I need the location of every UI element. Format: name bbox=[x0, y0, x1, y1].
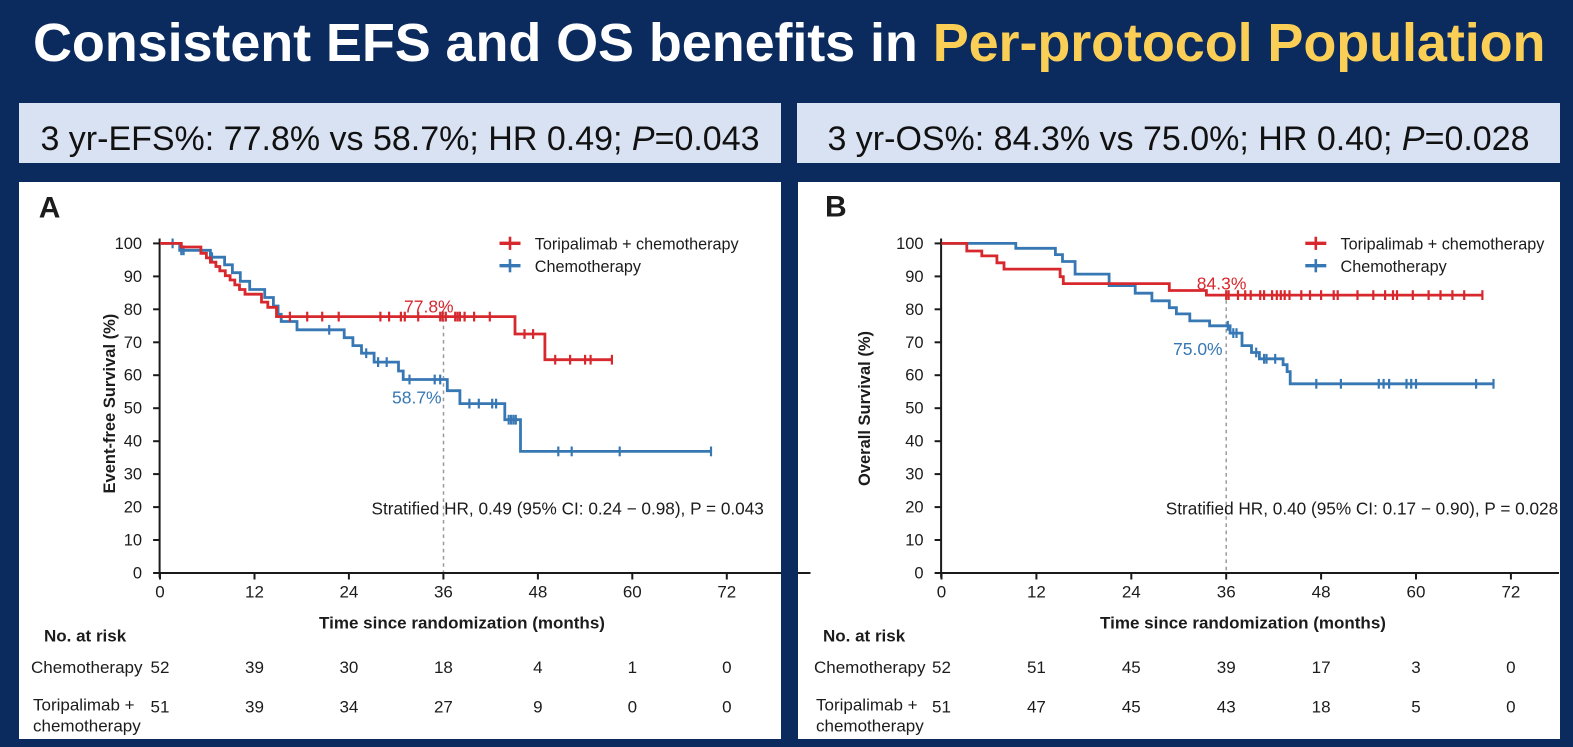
svg-text:chemotherapy: chemotherapy bbox=[816, 716, 924, 735]
svg-text:48: 48 bbox=[528, 583, 547, 602]
svg-text:72: 72 bbox=[717, 583, 736, 602]
svg-text:58.7%: 58.7% bbox=[392, 388, 442, 408]
svg-text:No. at risk: No. at risk bbox=[44, 627, 127, 646]
svg-text:30: 30 bbox=[905, 466, 923, 484]
svg-text:100: 100 bbox=[896, 235, 924, 253]
svg-text:9: 9 bbox=[533, 697, 542, 716]
svg-text:45: 45 bbox=[1122, 697, 1141, 716]
svg-text:30: 30 bbox=[124, 466, 142, 484]
svg-text:72: 72 bbox=[1501, 583, 1520, 602]
svg-text:B: B bbox=[825, 191, 847, 224]
svg-text:Chemotherapy: Chemotherapy bbox=[814, 658, 926, 677]
svg-text:70: 70 bbox=[124, 334, 142, 352]
svg-text:50: 50 bbox=[905, 400, 923, 418]
svg-text:39: 39 bbox=[1217, 658, 1236, 677]
svg-text:90: 90 bbox=[905, 268, 923, 286]
svg-text:80: 80 bbox=[124, 301, 142, 319]
svg-text:24: 24 bbox=[1122, 583, 1141, 602]
svg-text:39: 39 bbox=[245, 658, 264, 677]
svg-text:0: 0 bbox=[937, 583, 946, 602]
svg-text:Chemotherapy: Chemotherapy bbox=[31, 658, 143, 677]
svg-text:70: 70 bbox=[905, 334, 923, 352]
svg-text:Toripalimab + chemotherapy: Toripalimab + chemotherapy bbox=[1341, 236, 1546, 254]
svg-text:No. at risk: No. at risk bbox=[823, 627, 906, 646]
svg-text:60: 60 bbox=[1407, 583, 1426, 602]
svg-text:51: 51 bbox=[932, 697, 951, 716]
svg-text:30: 30 bbox=[339, 658, 358, 677]
svg-text:Chemotherapy: Chemotherapy bbox=[535, 258, 642, 276]
svg-text:45: 45 bbox=[1122, 658, 1141, 677]
svg-text:Toripalimab +: Toripalimab + bbox=[33, 695, 135, 714]
svg-text:4: 4 bbox=[533, 658, 542, 677]
svg-text:12: 12 bbox=[1027, 583, 1046, 602]
svg-text:0: 0 bbox=[722, 697, 731, 716]
svg-text:A: A bbox=[39, 191, 61, 224]
svg-text:10: 10 bbox=[905, 532, 923, 550]
svg-text:60: 60 bbox=[905, 367, 923, 385]
svg-text:34: 34 bbox=[339, 697, 358, 716]
svg-text:80: 80 bbox=[905, 301, 923, 319]
svg-text:40: 40 bbox=[124, 433, 142, 451]
svg-text:24: 24 bbox=[339, 583, 358, 602]
svg-text:50: 50 bbox=[124, 400, 142, 418]
svg-text:0: 0 bbox=[155, 583, 164, 602]
svg-text:0: 0 bbox=[1506, 697, 1515, 716]
svg-text:36: 36 bbox=[434, 583, 453, 602]
svg-text:0: 0 bbox=[722, 658, 731, 677]
svg-text:52: 52 bbox=[151, 658, 170, 677]
svg-text:17: 17 bbox=[1312, 658, 1331, 677]
svg-text:27: 27 bbox=[434, 697, 453, 716]
svg-text:Overall Survival (%): Overall Survival (%) bbox=[856, 331, 874, 486]
svg-text:40: 40 bbox=[905, 433, 923, 451]
svg-text:Stratified HR, 0.49 (95% CI: 0: Stratified HR, 0.49 (95% CI: 0.24 − 0.98… bbox=[372, 499, 764, 519]
svg-text:Event-free Survival (%): Event-free Survival (%) bbox=[101, 314, 119, 494]
svg-text:10: 10 bbox=[124, 532, 142, 550]
svg-text:39: 39 bbox=[245, 697, 264, 716]
svg-text:Toripalimab +: Toripalimab + bbox=[816, 695, 918, 714]
svg-text:Stratified HR, 0.40 (95% CI: 0: Stratified HR, 0.40 (95% CI: 0.17 − 0.90… bbox=[1166, 499, 1558, 519]
svg-text:0: 0 bbox=[914, 565, 923, 583]
svg-text:18: 18 bbox=[1312, 697, 1331, 716]
svg-text:5: 5 bbox=[1411, 697, 1420, 716]
svg-text:Time since randomization (mont: Time since randomization (months) bbox=[319, 614, 605, 633]
svg-text:0: 0 bbox=[133, 565, 142, 583]
svg-text:Toripalimab + chemotherapy: Toripalimab + chemotherapy bbox=[535, 236, 740, 254]
svg-text:Time since randomization (mont: Time since randomization (months) bbox=[1100, 614, 1386, 633]
svg-text:36: 36 bbox=[1217, 583, 1236, 602]
svg-text:52: 52 bbox=[932, 658, 951, 677]
svg-text:20: 20 bbox=[905, 499, 923, 517]
svg-text:51: 51 bbox=[151, 697, 170, 716]
svg-text:12: 12 bbox=[245, 583, 264, 602]
svg-text:18: 18 bbox=[434, 658, 453, 677]
svg-text:75.0%: 75.0% bbox=[1173, 339, 1223, 359]
svg-text:60: 60 bbox=[623, 583, 642, 602]
svg-text:0: 0 bbox=[1506, 658, 1515, 677]
svg-text:chemotherapy: chemotherapy bbox=[33, 716, 141, 735]
svg-text:47: 47 bbox=[1027, 697, 1046, 716]
svg-text:51: 51 bbox=[1027, 658, 1046, 677]
svg-text:43: 43 bbox=[1217, 697, 1236, 716]
svg-text:84.3%: 84.3% bbox=[1197, 274, 1247, 294]
svg-text:48: 48 bbox=[1312, 583, 1331, 602]
svg-text:Chemotherapy: Chemotherapy bbox=[1341, 258, 1448, 276]
svg-text:60: 60 bbox=[124, 367, 142, 385]
svg-text:20: 20 bbox=[124, 499, 142, 517]
svg-text:3: 3 bbox=[1411, 658, 1420, 677]
svg-text:0: 0 bbox=[628, 697, 637, 716]
svg-text:77.8%: 77.8% bbox=[404, 297, 454, 317]
svg-text:90: 90 bbox=[124, 268, 142, 286]
svg-text:100: 100 bbox=[115, 235, 143, 253]
svg-text:1: 1 bbox=[628, 658, 637, 677]
